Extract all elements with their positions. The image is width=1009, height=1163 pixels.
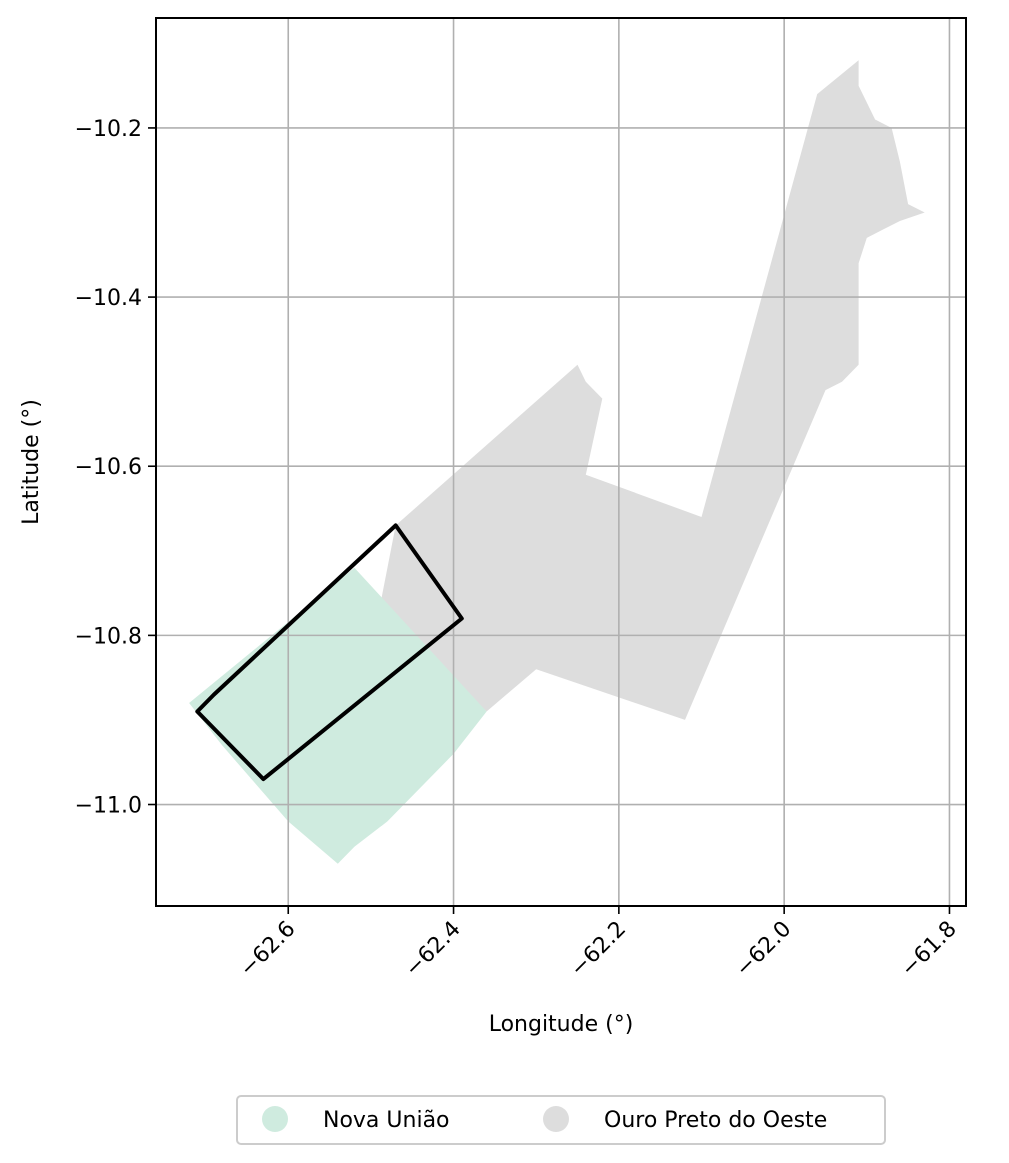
- grid-lines: [156, 18, 966, 906]
- legend-label-nova-uniao: Nova União: [323, 1108, 450, 1133]
- y-axis-ticks: −10.2 −10.4 −10.6 −10.8 −11.0: [75, 117, 156, 819]
- plot-frame: [155, 17, 967, 907]
- outline-polygon: [195, 523, 464, 782]
- y-tick-label: −10.4: [75, 286, 142, 311]
- y-tick-label: −10.6: [75, 455, 142, 480]
- map-regions: [189, 60, 925, 864]
- selection-outline: [195, 523, 464, 782]
- region-nova-uniao: [189, 567, 487, 864]
- region-ouro-preto-do-oeste: [379, 60, 925, 720]
- legend: Nova União Ouro Preto do Oeste: [236, 1095, 886, 1145]
- legend-label-ouro-preto-do-oeste: Ouro Preto do Oeste: [604, 1108, 827, 1133]
- x-axis-title: Longitude (°): [489, 1012, 634, 1037]
- y-tick-label: −10.2: [75, 117, 142, 142]
- legend-marker-nova-uniao: [262, 1106, 288, 1132]
- y-axis-title: Latitude (°): [19, 399, 44, 525]
- legend-marker-ouro-preto-do-oeste: [543, 1106, 569, 1132]
- y-tick-label: −10.8: [75, 624, 142, 649]
- y-tick-label: −11.0: [75, 794, 142, 819]
